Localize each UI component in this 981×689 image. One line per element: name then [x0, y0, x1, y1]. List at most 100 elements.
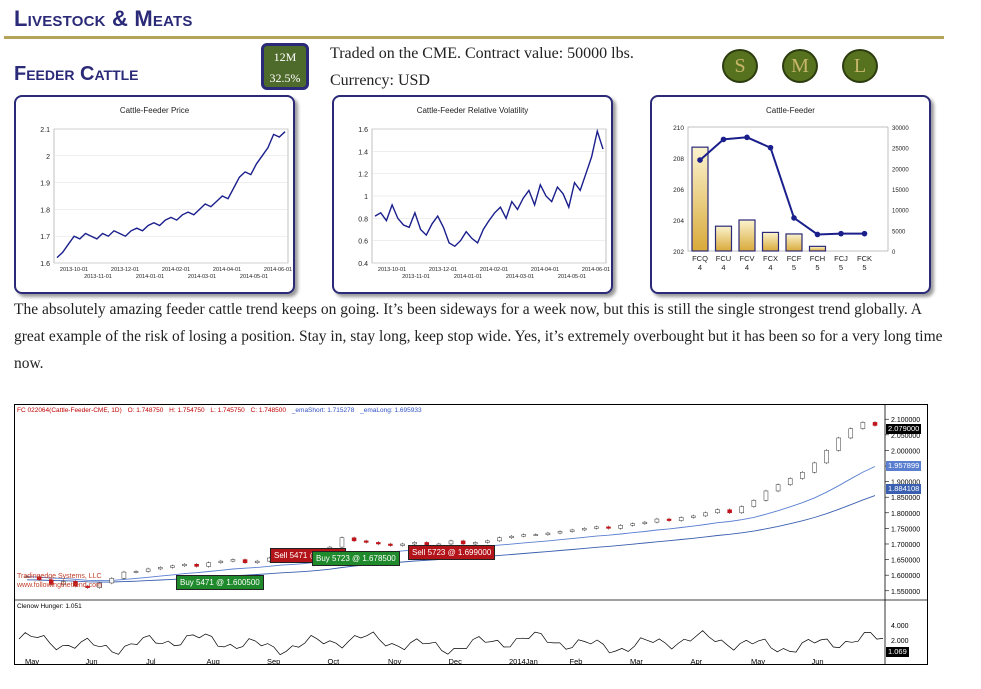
- term-structure-panel: Cattle-Feeder 210 208 206 204 202 30000 25000 2…: [650, 95, 931, 294]
- x-tick-label: 2014-04-01: [531, 267, 559, 273]
- candle: [48, 579, 54, 585]
- chart-header: FC 022064(Cattle-Feeder-CME, 1D) O: 1.74…: [17, 407, 426, 414]
- price-tag-ema-long: 1.884108: [886, 484, 922, 494]
- indicator-tick-label: 4.000: [891, 623, 909, 630]
- candle: [460, 540, 466, 545]
- candle: [739, 506, 744, 514]
- candle: [848, 428, 854, 439]
- y-tick-label: 1.4: [358, 149, 368, 156]
- x-tick-year: 5: [862, 263, 866, 272]
- candle: [194, 564, 199, 567]
- price-chart-title: Cattle-Feeder Price: [119, 106, 190, 115]
- x-tick-label: 2013-11-01: [84, 274, 112, 280]
- candlestick-chart-panel: 2.1000002.0500002.0000001.9500001.900000…: [14, 404, 928, 665]
- ohlc-open: O: 1.748750: [127, 407, 164, 414]
- x-tick-label: FCX: [763, 254, 778, 263]
- size-button-m[interactable]: M: [782, 49, 818, 83]
- volume-point: [791, 215, 797, 221]
- watermark: Tradingedge Systems, LLC www.followingth…: [17, 572, 102, 590]
- candle: [85, 585, 90, 588]
- x-tick-label: FCF: [787, 254, 802, 263]
- x-tick-label: 2014-03-01: [188, 274, 216, 280]
- candlestick-chart: 2.1000002.0500002.0000001.9500001.900000…: [15, 405, 927, 665]
- y-tick-label: 1.9: [40, 181, 50, 188]
- volume-point: [814, 231, 821, 238]
- x-tick-year: 5: [815, 263, 819, 272]
- y-right-tick-label: 30000: [892, 126, 909, 132]
- x-tick-year: 4: [721, 263, 725, 272]
- month-label: Apr: [691, 657, 703, 665]
- candle: [339, 537, 345, 548]
- y-tick-label: 2.1: [40, 127, 50, 134]
- y-right-tick-label: 10000: [892, 209, 909, 215]
- y-tick-label: 1.800000: [891, 511, 920, 518]
- candle: [618, 525, 623, 529]
- candle: [557, 531, 563, 534]
- y-tick-label: 1.850000: [891, 495, 920, 502]
- month-label: Mar: [630, 657, 643, 665]
- bar: [714, 225, 733, 252]
- candle: [24, 576, 30, 578]
- x-tick-label: 2013-12-01: [111, 267, 139, 273]
- x-tick-label: 2014-01-01: [454, 274, 482, 280]
- month-label: May: [25, 657, 39, 665]
- y-tick-label: 1: [364, 194, 368, 201]
- candle: [666, 518, 672, 521]
- y-tick-label: 1.8: [40, 207, 50, 214]
- term-structure-chart: 210 208 206 204 202 30000 25000 20000 15000 10000…: [673, 125, 909, 272]
- candle: [860, 422, 866, 429]
- candle: [145, 568, 151, 572]
- candle: [787, 478, 793, 485]
- y-tick-label: 2.000000: [891, 448, 920, 455]
- watermark-line-1: Tradingedge Systems, LLC: [17, 573, 102, 580]
- x-tick-label: FCJ: [834, 254, 848, 263]
- month-label: Jul: [146, 657, 156, 665]
- y-tick-label: 2.100000: [891, 417, 920, 424]
- y-tick-label: 1.600000: [891, 573, 920, 580]
- ohlc-low: L: 1.745750: [210, 407, 245, 414]
- month-label: Jun: [86, 657, 98, 665]
- candle: [691, 515, 696, 518]
- candle: [36, 576, 42, 581]
- candle: [400, 543, 405, 546]
- candle: [812, 462, 817, 473]
- volume-point: [744, 134, 750, 141]
- performance-badge: 12M 32.5%: [261, 43, 309, 90]
- y-tick-label: 0.8: [358, 216, 368, 223]
- ema-short-line: [26, 466, 876, 582]
- volume-point: [697, 157, 703, 163]
- volume-point: [838, 230, 844, 237]
- ema-long-label: _emaLong: 1.695933: [360, 407, 422, 414]
- candle: [448, 540, 454, 545]
- price-tag-ema-short: 1.957899: [886, 461, 922, 471]
- y-right-tick-label: 15000: [892, 188, 909, 194]
- bar: [808, 245, 827, 252]
- contract-info: Traded on the CME. Contract value: 50000…: [330, 45, 634, 89]
- x-tick-label: 2013-11-01: [402, 274, 430, 280]
- candle: [412, 542, 417, 545]
- candle: [836, 437, 841, 451]
- size-button-l[interactable]: L: [842, 49, 878, 83]
- candle: [630, 523, 635, 526]
- candle: [182, 564, 187, 567]
- size-button-s[interactable]: S: [722, 49, 758, 83]
- candle: [363, 540, 369, 543]
- month-label: Dec: [449, 657, 463, 665]
- y-tick-label: 2.050000: [891, 433, 920, 440]
- candle: [376, 542, 381, 545]
- y-tick-label: 0.6: [358, 239, 368, 246]
- indicator-line: [18, 630, 884, 656]
- candle: [485, 540, 490, 543]
- candle: [654, 518, 660, 523]
- month-label: Oct: [328, 657, 341, 665]
- candle: [872, 422, 878, 426]
- x-tick-label: 2013-10-01: [60, 267, 88, 273]
- month-label: May: [751, 657, 765, 665]
- x-tick-year: 4: [698, 263, 702, 272]
- candle: [133, 571, 139, 573]
- x-tick-label: 2014-05-01: [240, 274, 268, 280]
- trade-label: Buy 5723 @ 1.678500: [312, 551, 400, 566]
- y-tick-label: 1.650000: [891, 558, 920, 565]
- market-title: Feeder Cattle: [14, 63, 139, 85]
- y-tick-label: 1.900000: [891, 480, 920, 487]
